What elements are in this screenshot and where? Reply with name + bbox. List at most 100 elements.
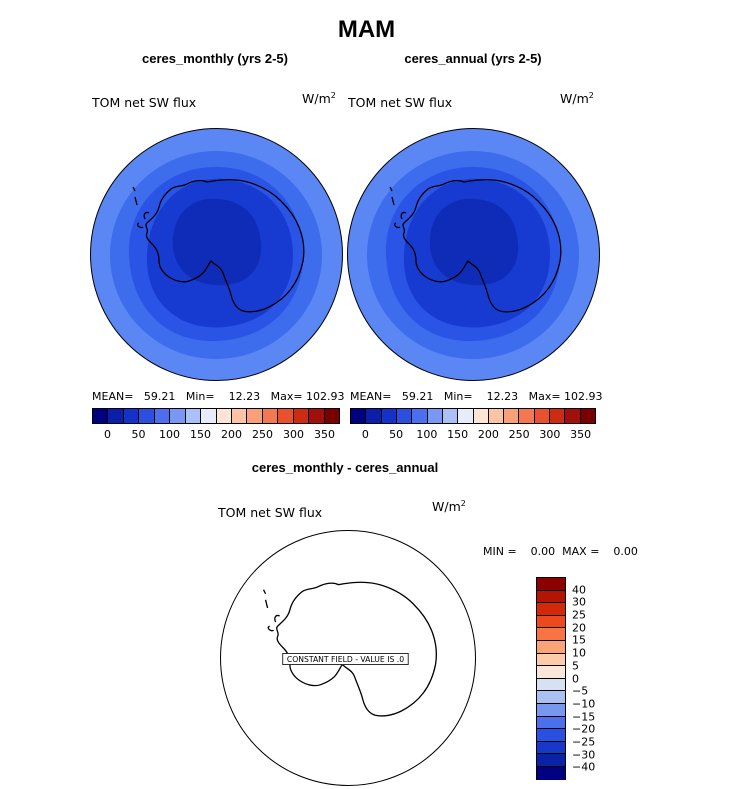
diff-colorbar-tick-label: 0 bbox=[572, 672, 579, 685]
panel-right-map-border bbox=[347, 128, 600, 381]
diff-constant-field-box bbox=[282, 653, 409, 665]
panel-left-colorbar-swatch bbox=[262, 409, 279, 423]
diff-colorbar-swatch bbox=[537, 729, 565, 742]
panel-left-colorbar-swatch bbox=[139, 409, 155, 423]
panel-left-colorbar-tick-label: 300 bbox=[283, 428, 304, 441]
diff-colorbar-swatch bbox=[537, 754, 565, 767]
panel-right-colorbar-swatch bbox=[504, 409, 520, 423]
panel-left-colorbar-swatch bbox=[185, 409, 202, 423]
panel-right-colorbar-swatch bbox=[534, 409, 551, 423]
panel-left-colorbar-swatch bbox=[231, 409, 248, 423]
diff-colorbar-tick-label: −10 bbox=[572, 697, 596, 711]
panel-right-colorbar-swatch bbox=[519, 409, 535, 423]
diff-colorbar-tick-label: −20 bbox=[572, 722, 596, 736]
panel-right-colorbar-swatch bbox=[427, 409, 443, 423]
panel-right-colorbar-swatch bbox=[550, 409, 566, 423]
panel-right-colorbar-swatch bbox=[488, 409, 505, 423]
panel-left-colorbar-tick-label: 150 bbox=[190, 428, 211, 441]
diff-colorbar-tick-label: −15 bbox=[572, 710, 596, 724]
panel-left-map-border bbox=[90, 128, 343, 381]
panel-right-colorbar-tick-label: 150 bbox=[447, 428, 469, 441]
map-layer-core bbox=[172, 198, 262, 286]
panel-right-colorbar-swatch bbox=[396, 409, 413, 423]
panel-left-colorbar-ticks: 0 50 100 150 200 250 300 350 bbox=[92, 428, 340, 442]
diff-antarctica-outline bbox=[262, 581, 437, 717]
diff-subtitle: ceres_monthly - ceres_annual bbox=[251, 460, 439, 475]
diff-colorbar-swatch bbox=[537, 578, 565, 591]
diff-colorbar-swatch bbox=[537, 615, 565, 629]
diff-colorbar-tick-label: 10 bbox=[572, 646, 586, 660]
panel-right-colorbar-tick-label: 100 bbox=[416, 428, 438, 441]
panel-right-colorbar-tick-label: 200 bbox=[477, 428, 499, 441]
diff-colorbar-swatch bbox=[537, 603, 565, 616]
diff-colorbar-swatch bbox=[537, 678, 565, 692]
panel-right-colorbar-tick-label: 300 bbox=[539, 428, 561, 441]
page-title: MAM bbox=[337, 16, 396, 43]
panel-right-colorbar-tick-label: 0 bbox=[361, 428, 369, 441]
panel-right-antarctica-outline bbox=[389, 179, 562, 313]
panel-left-colorbar-swatch bbox=[293, 409, 310, 423]
diff-colorbar-swatch bbox=[537, 628, 565, 641]
panel-left-variable-label: TOM net SW flux bbox=[92, 95, 197, 110]
panel-left-colorbar-tick-label: 0 bbox=[104, 428, 111, 441]
diff-colorbar-swatch bbox=[537, 703, 565, 717]
panel-left-colorbar-swatch bbox=[278, 409, 294, 423]
diff-colorbar-tick-label: 30 bbox=[572, 595, 586, 609]
panel-left-colorbar-swatch bbox=[324, 409, 339, 423]
panel-right-colorbar-swatch bbox=[458, 409, 474, 423]
diff-variable-label: TOM net SW flux bbox=[218, 505, 323, 520]
panel-right-colorbar-swatch bbox=[412, 409, 428, 423]
panel-left-map bbox=[90, 128, 343, 381]
diff-colorbar-swatch bbox=[537, 766, 565, 780]
panel-right-colorbar-swatch bbox=[366, 409, 382, 423]
panel-right-colorbar-tick-label: 350 bbox=[570, 428, 592, 441]
diff-colorbar-swatch bbox=[537, 691, 565, 704]
panel-right-colorbar-tick-label: 50 bbox=[389, 428, 404, 441]
panel-left-colorbar-tick-label: 100 bbox=[159, 428, 180, 441]
panel-left-colorbar-swatch bbox=[108, 409, 124, 423]
panel-right-units: W/m2 bbox=[560, 91, 594, 107]
diff-colorbar-swatch bbox=[537, 653, 565, 667]
panel-right-map bbox=[347, 128, 600, 381]
panel-left-colorbar-swatch bbox=[154, 409, 171, 423]
panel-left-antarctica-outline bbox=[132, 179, 305, 313]
panel-right-variable-label: TOM net SW flux bbox=[348, 95, 453, 110]
diff-colorbar-swatch bbox=[537, 716, 565, 730]
panel-right-colorbar-swatch bbox=[580, 409, 595, 423]
panel-left-units: W/m2 bbox=[302, 91, 336, 107]
diff-stats: MIN = 0.00 MAX = 0.00 bbox=[483, 545, 638, 558]
diff-colorbar-swatch bbox=[537, 666, 565, 679]
panel-right-colorbar-tick-label: 250 bbox=[508, 428, 530, 441]
diff-colorbar bbox=[536, 577, 566, 780]
diff-colorbar-ticks: 40 30 25 20 15 10 5 0 −5 −10 −15 −20 −25 −30 −40 bbox=[572, 577, 632, 780]
panel-left-colorbar-tick-label: 250 bbox=[252, 428, 273, 441]
panel-left-colorbar-swatch bbox=[247, 409, 263, 423]
panel-right-stats: MEAN= 59.21 Min= 12.23 Max= 102.93 bbox=[350, 390, 603, 403]
diff-colorbar-tick-label: −30 bbox=[572, 748, 596, 762]
panel-left-subtitle: ceres_monthly (yrs 2-5) bbox=[142, 51, 288, 66]
diff-colorbar-swatch bbox=[537, 590, 565, 604]
panel-right-map-fill bbox=[347, 128, 600, 381]
panel-right-colorbar-swatch bbox=[442, 409, 459, 423]
panel-left-colorbar-tick-label: 200 bbox=[221, 428, 242, 441]
panel-right-subtitle: ceres_annual (yrs 2-5) bbox=[404, 51, 542, 66]
panel-right-colorbar bbox=[350, 408, 596, 424]
diff-constant-field-label: CONSTANT FIELD - VALUE IS .0 bbox=[287, 655, 404, 664]
panel-left-colorbar-tick-label: 50 bbox=[131, 428, 146, 441]
panel-left-colorbar-swatch bbox=[170, 409, 186, 423]
map-layer-core bbox=[429, 198, 519, 286]
panel-left-colorbar-swatch bbox=[93, 409, 109, 423]
diff-map: CONSTANT FIELD - VALUE IS .0 bbox=[220, 530, 476, 786]
diff-colorbar-swatch bbox=[537, 741, 565, 755]
panel-left-colorbar-swatch bbox=[123, 409, 140, 423]
panel-right-colorbar-ticks: 0 50 100 150 200 250 300 350 bbox=[350, 428, 596, 442]
diff-colorbar-tick-label: 15 bbox=[572, 633, 586, 647]
panel-right-colorbar-swatch bbox=[565, 409, 581, 423]
diff-colorbar-tick-label: −40 bbox=[572, 760, 596, 774]
diff-colorbar-tick-label: −5 bbox=[572, 684, 589, 698]
diff-colorbar-swatch bbox=[537, 640, 565, 654]
panel-right-colorbar-swatch bbox=[351, 409, 367, 423]
diff-colorbar-tick-label: −25 bbox=[572, 735, 596, 749]
diff-colorbar-tick-label: 5 bbox=[572, 659, 579, 673]
panel-left-stats: MEAN= 59.21 Min= 12.23 Max= 102.93 bbox=[92, 390, 345, 403]
